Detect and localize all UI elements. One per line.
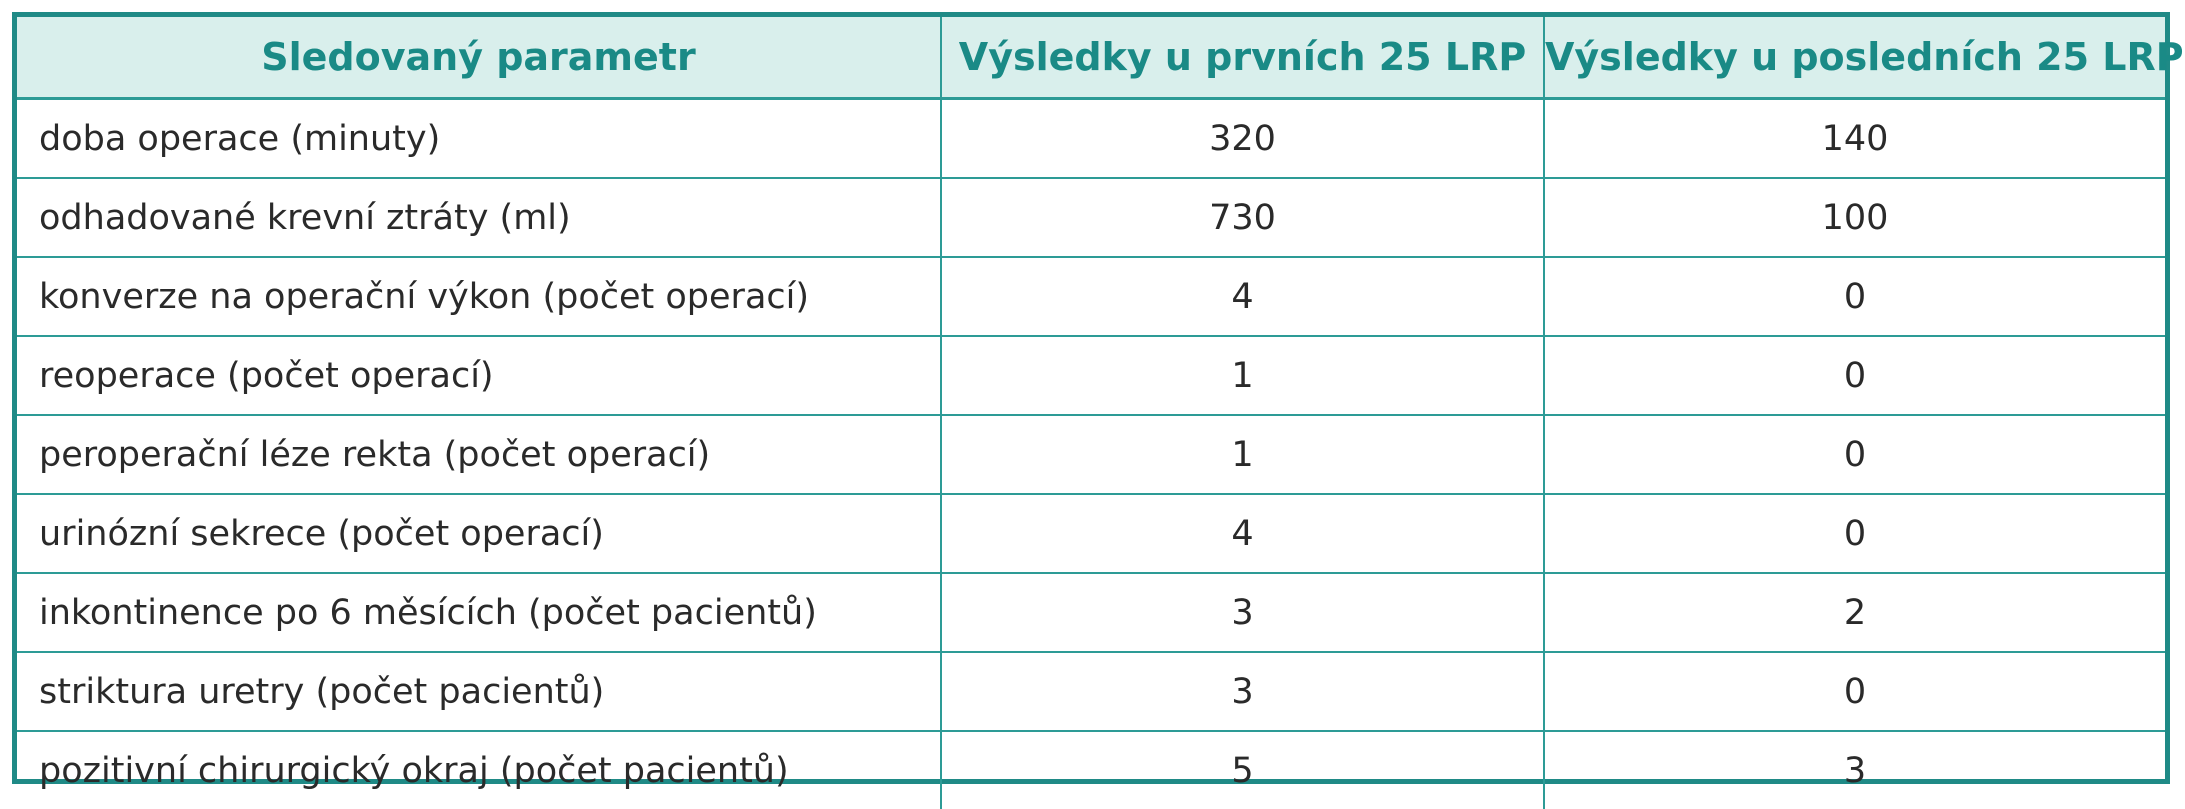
first-25-value-cell: 730 [941, 178, 1544, 257]
table-header: Sledovaný parametr Výsledky u prvních 25… [17, 17, 2165, 99]
first-25-value-cell: 1 [941, 415, 1544, 494]
last-25-value-cell: 0 [1544, 257, 2165, 336]
table-row: reoperace (počet operací) 1 0 [17, 336, 2165, 415]
first-25-value-cell: 320 [941, 99, 1544, 179]
first-25-value-cell: 4 [941, 257, 1544, 336]
table-row: odhadované krevní ztráty (ml) 730 100 [17, 178, 2165, 257]
results-table: Sledovaný parametr Výsledky u prvních 25… [17, 17, 2165, 809]
header-parameter: Sledovaný parametr [17, 17, 941, 99]
table-row: peroperační léze rekta (počet operací) 1… [17, 415, 2165, 494]
parameter-cell: odhadované krevní ztráty (ml) [17, 178, 941, 257]
table-row: pozitivní chirurgický okraj (počet pacie… [17, 731, 2165, 809]
header-first-25-lrp: Výsledky u prvních 25 LRP [941, 17, 1544, 99]
parameter-cell: konverze na operační výkon (počet operac… [17, 257, 941, 336]
first-25-value-cell: 4 [941, 494, 1544, 573]
parameter-cell: doba operace (minuty) [17, 99, 941, 179]
table-row: konverze na operační výkon (počet operac… [17, 257, 2165, 336]
parameter-cell: urinózní sekrece (počet operací) [17, 494, 941, 573]
table-body: doba operace (minuty) 320 140 odhadované… [17, 99, 2165, 809]
last-25-value-cell: 2 [1544, 573, 2165, 652]
parameter-cell: pozitivní chirurgický okraj (počet pacie… [17, 731, 941, 809]
last-25-value-cell: 0 [1544, 336, 2165, 415]
parameter-cell: peroperační léze rekta (počet operací) [17, 415, 941, 494]
table-row: urinózní sekrece (počet operací) 4 0 [17, 494, 2165, 573]
last-25-value-cell: 100 [1544, 178, 2165, 257]
header-last-25-lrp: Výsledky u posledních 25 LRP [1544, 17, 2165, 99]
last-25-value-cell: 0 [1544, 652, 2165, 731]
parameter-cell: reoperace (počet operací) [17, 336, 941, 415]
table-row: striktura uretry (počet pacientů) 3 0 [17, 652, 2165, 731]
first-25-value-cell: 5 [941, 731, 1544, 809]
table-row: inkontinence po 6 měsících (počet pacien… [17, 573, 2165, 652]
last-25-value-cell: 140 [1544, 99, 2165, 179]
first-25-value-cell: 1 [941, 336, 1544, 415]
parameter-cell: inkontinence po 6 měsících (počet pacien… [17, 573, 941, 652]
first-25-value-cell: 3 [941, 573, 1544, 652]
last-25-value-cell: 3 [1544, 731, 2165, 809]
parameter-cell: striktura uretry (počet pacientů) [17, 652, 941, 731]
table-row: doba operace (minuty) 320 140 [17, 99, 2165, 179]
results-table-frame: Sledovaný parametr Výsledky u prvních 25… [12, 12, 2170, 784]
first-25-value-cell: 3 [941, 652, 1544, 731]
last-25-value-cell: 0 [1544, 494, 2165, 573]
header-row: Sledovaný parametr Výsledky u prvních 25… [17, 17, 2165, 99]
last-25-value-cell: 0 [1544, 415, 2165, 494]
